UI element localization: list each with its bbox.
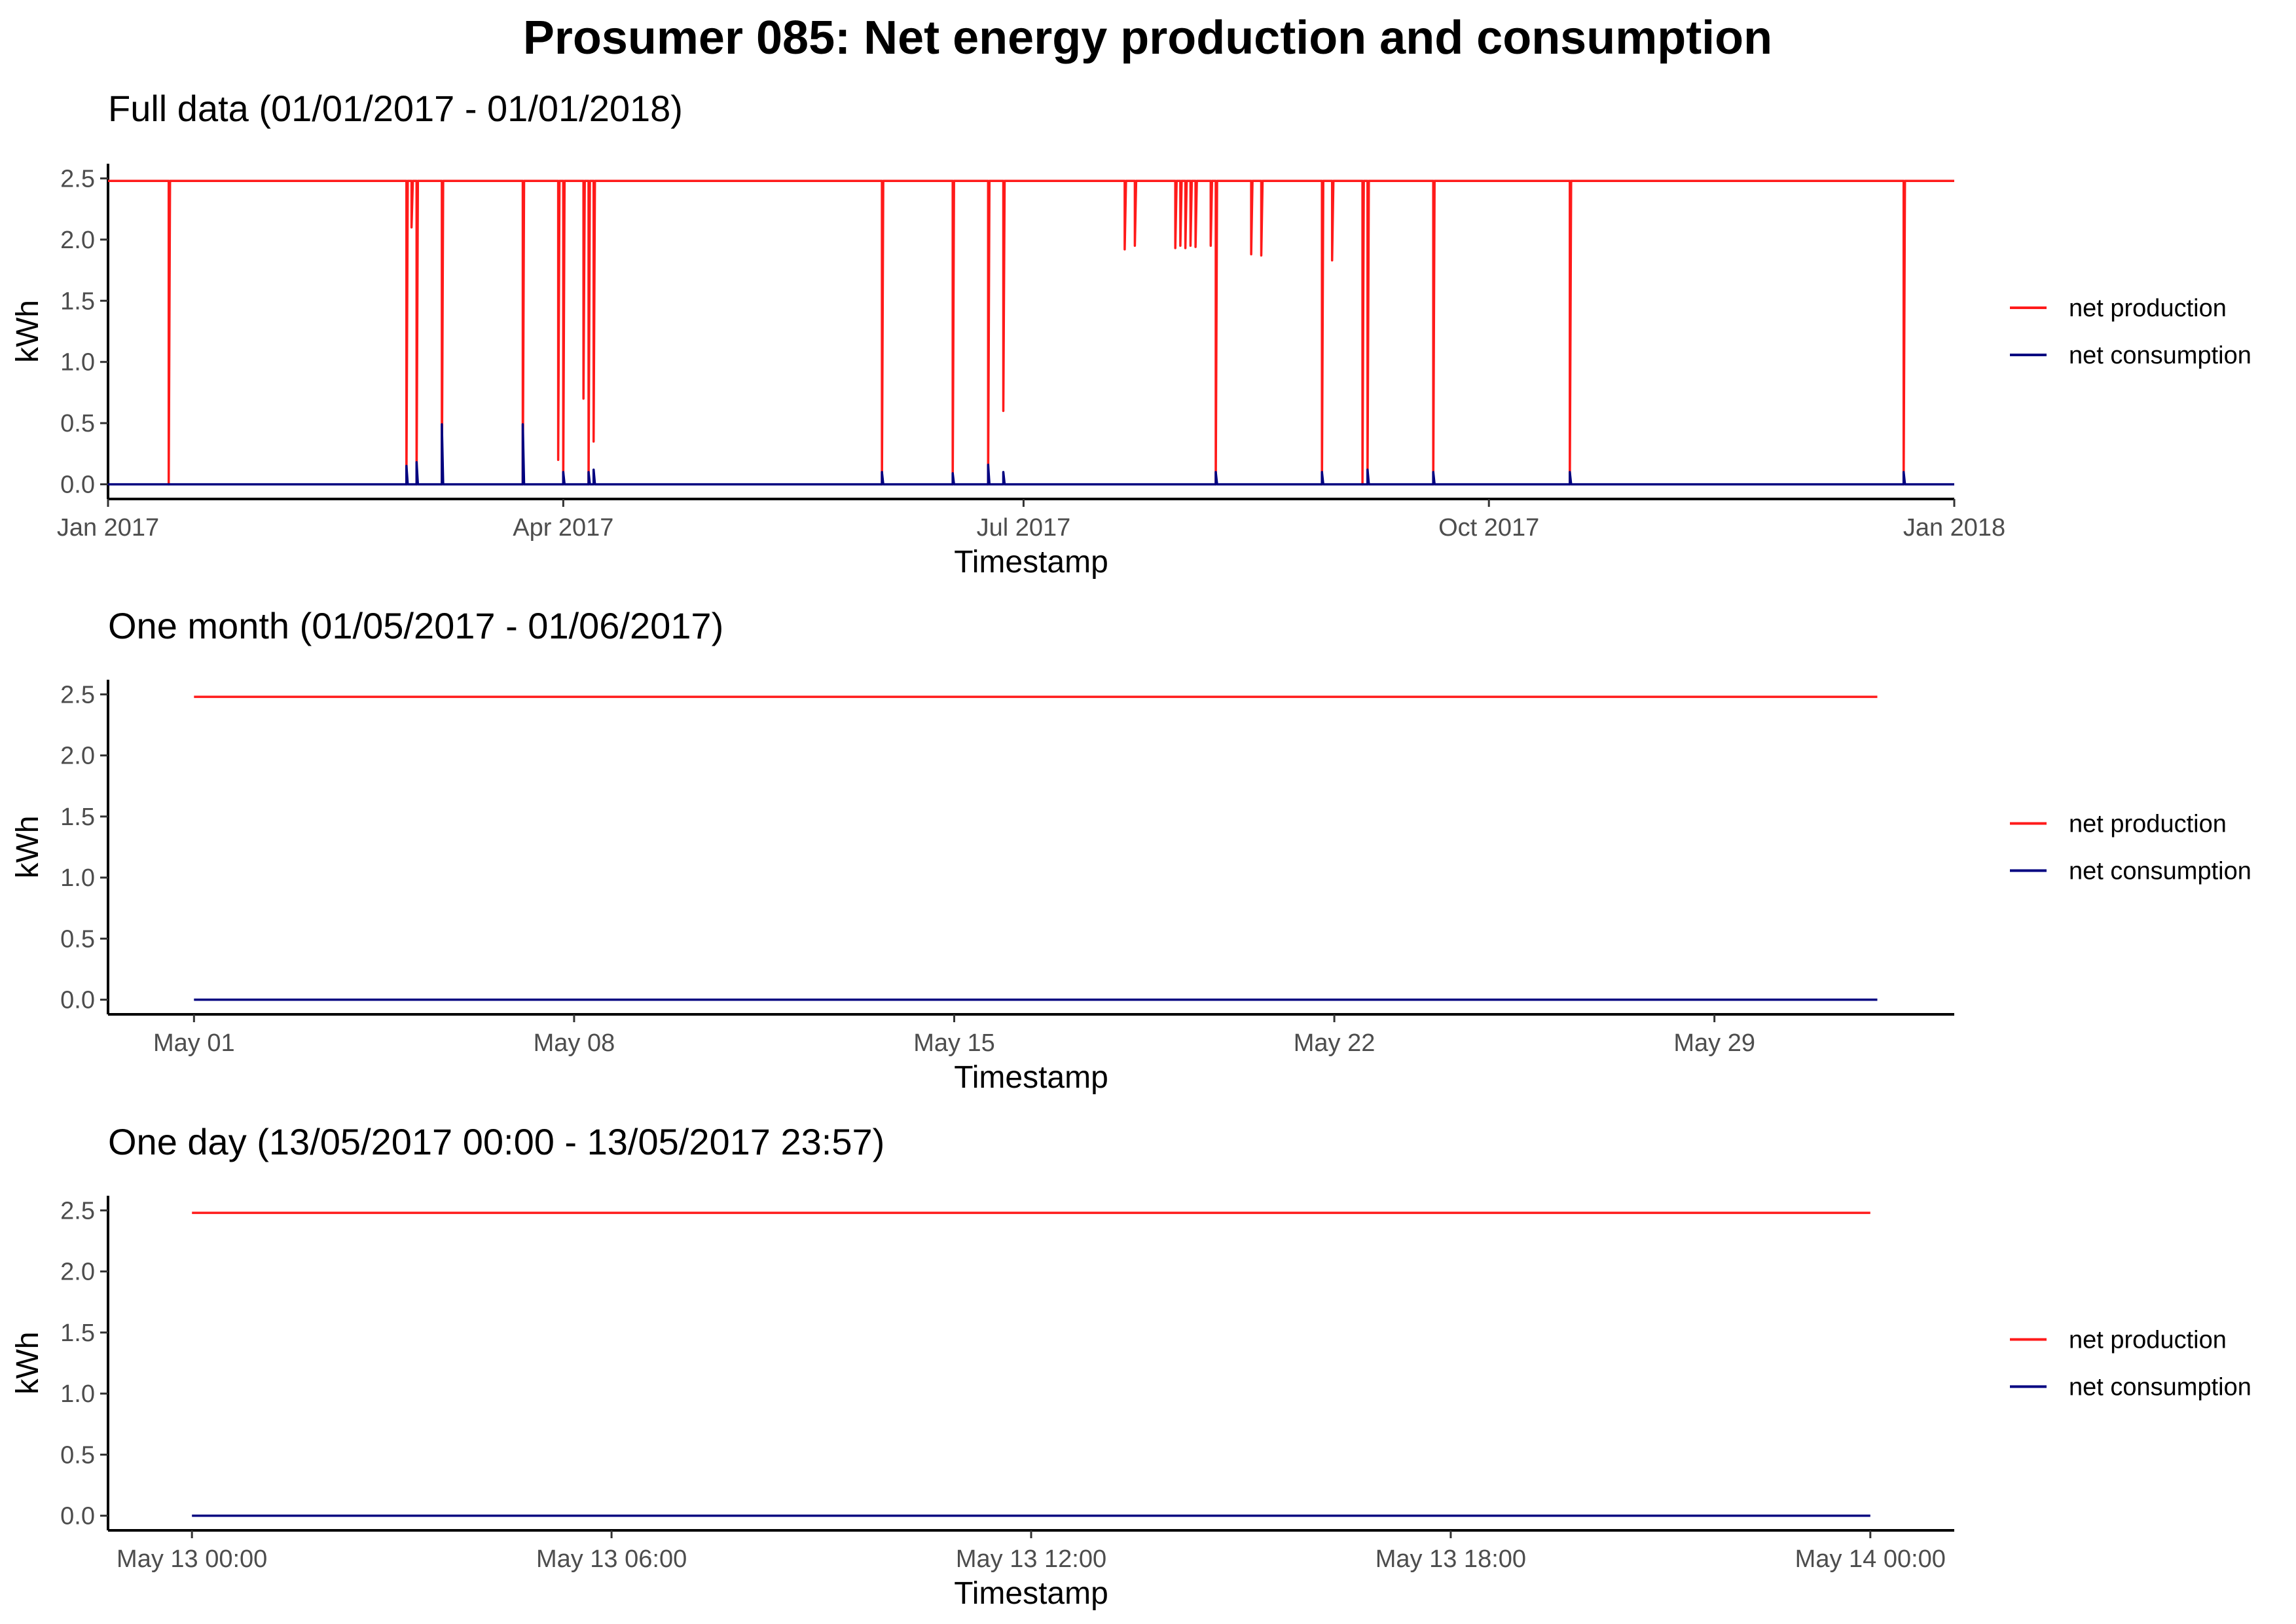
x-axis-label: Timestamp	[954, 1576, 1108, 1611]
x-axis-label: Timestamp	[954, 545, 1108, 580]
x-tick-label: May 13 06:00	[536, 1545, 687, 1573]
y-tick-label: 0.5	[60, 1441, 95, 1469]
y-tick-label: 1.0	[60, 349, 95, 377]
chart-panel-1: Full data (01/01/2017 - 01/01/2018) 0.0 0.…	[10, 88, 2251, 580]
x-tick-label: May 13 00:00	[117, 1545, 267, 1573]
y-axis-label: kWh	[10, 1332, 45, 1395]
x-tick-label: May 13 18:00	[1376, 1545, 1526, 1573]
x-tick-label: Oct 2017	[1438, 514, 1539, 542]
panels: Full data (01/01/2017 - 01/01/2018) 0.0 0.…	[10, 88, 2251, 1611]
production-line	[108, 179, 1954, 486]
y-tick-label: 1.0	[60, 864, 95, 892]
legend: net production net consumption	[2010, 295, 2251, 369]
x-tick-label: May 01	[153, 1029, 235, 1057]
x-tick-label: May 22	[1294, 1029, 1376, 1057]
chart-panel-3: One day (13/05/2017 00:00 - 13/05/2017 2…	[10, 1121, 2251, 1611]
x-tick-label: Apr 2017	[513, 514, 613, 542]
panel-title: One day (13/05/2017 00:00 - 13/05/2017 2…	[108, 1121, 884, 1162]
y-tick-label: 2.0	[60, 1259, 95, 1286]
x-tick-label: Jan 2017	[57, 514, 159, 542]
legend: net production net consumption	[2010, 811, 2251, 885]
x-tick-label: May 08	[534, 1029, 615, 1057]
legend: net production net consumption	[2010, 1327, 2251, 1401]
y-tick-label: 1.0	[60, 1380, 95, 1408]
y-tick-label: 1.5	[60, 1320, 95, 1347]
y-tick-label: 1.5	[60, 803, 95, 831]
y-tick-label: 2.5	[60, 165, 95, 193]
legend-label-net-production: net production	[2069, 811, 2227, 838]
x-tick-label: Jan 2018	[1903, 514, 2005, 542]
y-axis-label: kWh	[10, 816, 45, 879]
y-tick-label: 0.0	[60, 987, 95, 1014]
y-tick-label: 2.5	[60, 1197, 95, 1225]
y-tick-label: 1.5	[60, 287, 95, 315]
y-tick-label: 0.0	[60, 1503, 95, 1530]
legend-label-net-consumption: net consumption	[2069, 342, 2251, 369]
y-tick-label: 2.5	[60, 681, 95, 709]
figure-title: Prosumer 085: Net energy production and …	[523, 12, 1772, 64]
series-net-consumption	[108, 423, 1954, 486]
x-tick-label: May 15	[913, 1029, 995, 1057]
y-tick-label: 2.0	[60, 227, 95, 254]
legend-label-net-consumption: net consumption	[2069, 858, 2251, 885]
x-axis-label: Timestamp	[954, 1060, 1108, 1095]
y-axis-label: kWh	[10, 300, 45, 363]
y-tick-label: 0.0	[60, 471, 95, 499]
panel-title: Full data (01/01/2017 - 01/01/2018)	[108, 88, 683, 129]
x-tick-label: May 29	[1673, 1029, 1755, 1057]
consumption-line	[108, 423, 1954, 486]
y-tick-label: 0.5	[60, 925, 95, 953]
chart-panel-2: One month (01/05/2017 - 01/06/2017) 0.0 0.…	[10, 605, 2251, 1095]
legend-label-net-production: net production	[2069, 295, 2227, 322]
y-tick-label: 0.5	[60, 410, 95, 437]
x-tick-label: Jul 2017	[977, 514, 1071, 542]
series-net-production	[108, 179, 1954, 486]
panel-title: One month (01/05/2017 - 01/06/2017)	[108, 605, 723, 646]
x-tick-label: May 13 12:00	[956, 1545, 1106, 1573]
y-tick-label: 2.0	[60, 743, 95, 770]
x-tick-label: May 14 00:00	[1795, 1545, 1946, 1573]
legend-label-net-consumption: net consumption	[2069, 1374, 2251, 1401]
legend-label-net-production: net production	[2069, 1327, 2227, 1354]
